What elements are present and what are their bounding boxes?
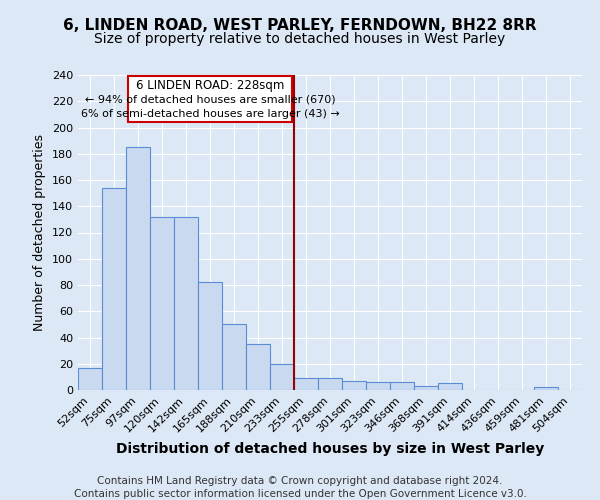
Bar	[78, 368, 102, 390]
Bar	[126, 147, 150, 390]
Text: ← 94% of detached houses are smaller (670): ← 94% of detached houses are smaller (67…	[85, 95, 335, 105]
Bar	[366, 382, 390, 390]
Bar	[318, 378, 342, 390]
Bar	[150, 217, 174, 390]
Text: 6, LINDEN ROAD, WEST PARLEY, FERNDOWN, BH22 8RR: 6, LINDEN ROAD, WEST PARLEY, FERNDOWN, B…	[63, 18, 537, 32]
Bar	[222, 324, 246, 390]
Bar	[270, 364, 294, 390]
X-axis label: Distribution of detached houses by size in West Parley: Distribution of detached houses by size …	[116, 442, 544, 456]
Bar	[342, 381, 366, 390]
Bar	[198, 282, 222, 390]
Text: Contains HM Land Registry data © Crown copyright and database right 2024.: Contains HM Land Registry data © Crown c…	[97, 476, 503, 486]
Bar	[390, 382, 414, 390]
Bar	[102, 188, 126, 390]
Text: 6% of semi-detached houses are larger (43) →: 6% of semi-detached houses are larger (4…	[80, 110, 340, 120]
Bar	[294, 378, 318, 390]
Text: Contains public sector information licensed under the Open Government Licence v3: Contains public sector information licen…	[74, 489, 526, 499]
Text: 6 LINDEN ROAD: 228sqm: 6 LINDEN ROAD: 228sqm	[136, 79, 284, 92]
Bar	[174, 217, 198, 390]
Text: Size of property relative to detached houses in West Parley: Size of property relative to detached ho…	[94, 32, 506, 46]
Bar	[438, 384, 462, 390]
Y-axis label: Number of detached properties: Number of detached properties	[34, 134, 46, 331]
Bar	[414, 386, 438, 390]
FancyBboxPatch shape	[128, 76, 292, 122]
Bar	[246, 344, 270, 390]
Bar	[534, 388, 558, 390]
